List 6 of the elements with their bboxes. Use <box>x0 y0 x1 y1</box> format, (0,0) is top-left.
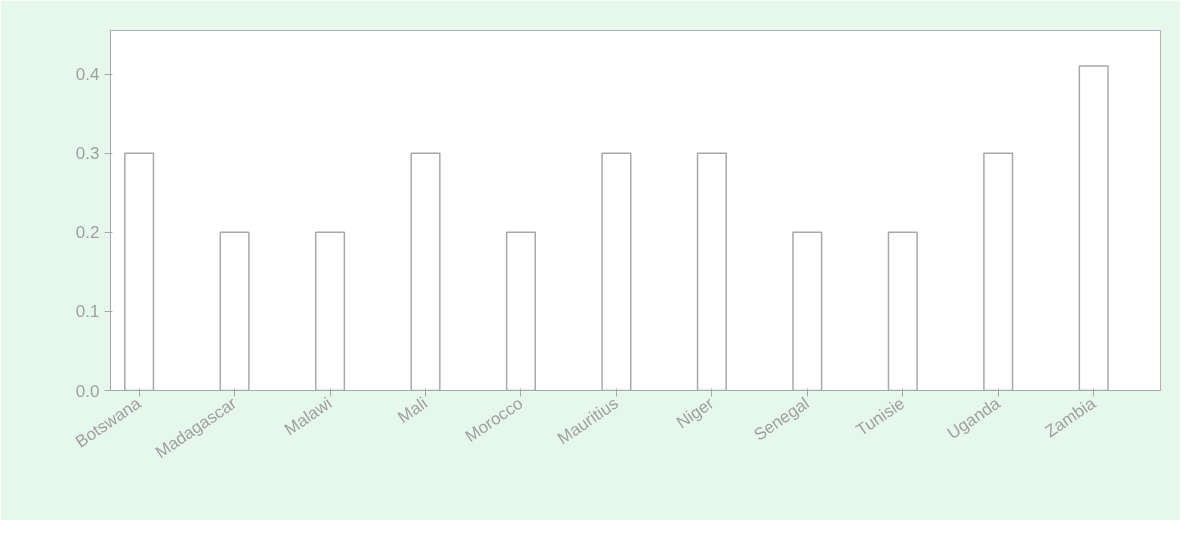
y-tick-label: 0.2 <box>75 223 100 243</box>
y-tick-label: 0.3 <box>75 144 100 164</box>
y-tick-label: 0.1 <box>75 302 100 322</box>
x-tick-label: Mali <box>394 393 431 427</box>
y-tick-label: 0.0 <box>75 381 100 401</box>
y-tick-label: 0.4 <box>75 65 100 85</box>
